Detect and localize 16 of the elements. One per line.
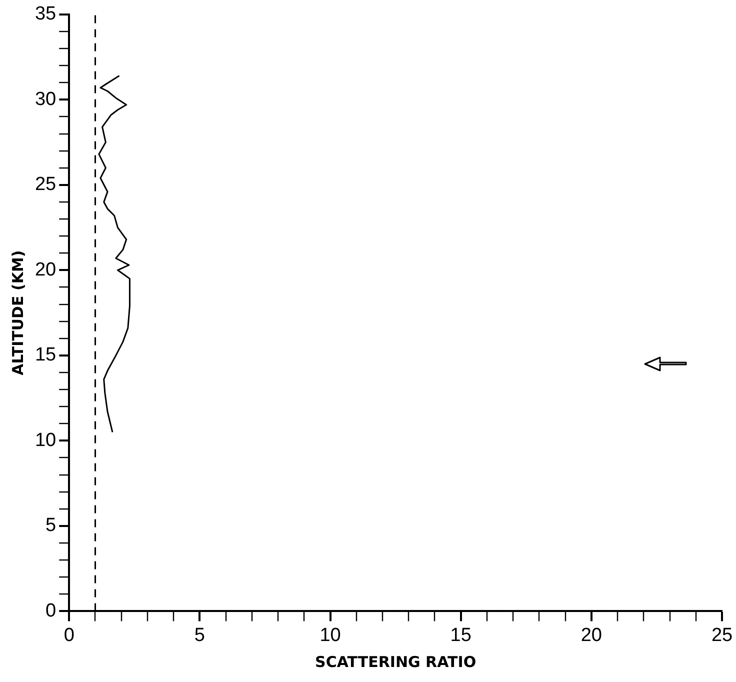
y-tick-label: 35 <box>34 4 56 25</box>
x-tick-label: 0 <box>64 624 74 646</box>
y-tick-label: 5 <box>46 515 56 536</box>
y-tick-label: 15 <box>34 344 56 366</box>
y-tick-label: 25 <box>34 174 56 196</box>
x-axis-title: SCATTERING RATIO <box>315 652 476 671</box>
x-tick-label: 20 <box>580 624 602 646</box>
y-tick-label: 10 <box>34 430 56 451</box>
x-tick-label: 5 <box>194 624 205 646</box>
y-tick-label: 0 <box>46 600 56 622</box>
x-tick-label: 10 <box>320 624 341 646</box>
y-axis-title: ALTITUDE (KM) <box>8 250 27 376</box>
y-tick-label: 20 <box>34 259 56 280</box>
x-tick-label: 25 <box>711 624 733 646</box>
y-tick-label: 30 <box>34 88 56 110</box>
x-tick-label: 15 <box>450 624 472 646</box>
